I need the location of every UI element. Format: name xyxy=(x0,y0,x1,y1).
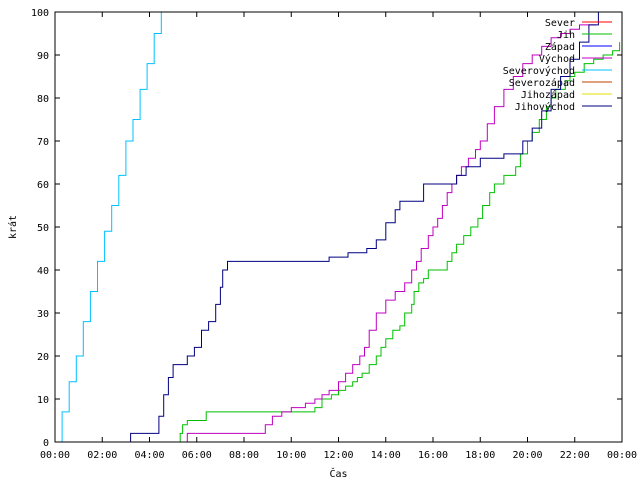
legend: SeverJihZápadVýchodSeverovýchodSeverozáp… xyxy=(503,18,612,113)
y-tick-label: 10 xyxy=(37,395,49,406)
y-tick-label: 40 xyxy=(37,266,49,277)
y-tick-label: 50 xyxy=(37,223,49,234)
x-tick-label: 00:00 xyxy=(40,450,70,461)
legend-label: Severozápad xyxy=(509,77,575,89)
y-tick-label: 0 xyxy=(43,438,49,449)
x-tick-label: 16:00 xyxy=(418,450,448,461)
legend-label: Východ xyxy=(539,53,575,65)
legend-label: Západ xyxy=(545,41,575,53)
x-tick-label: 00:00 xyxy=(607,450,637,461)
series-line-4 xyxy=(55,12,162,442)
y-tick-label: 100 xyxy=(31,8,49,19)
legend-label: Jihovýchod xyxy=(515,101,575,113)
y-tick-label: 20 xyxy=(37,352,49,363)
x-tick-label: 18:00 xyxy=(465,450,495,461)
x-tick-label: 12:00 xyxy=(323,450,353,461)
y-axis-label: krát xyxy=(7,215,19,239)
series-line-1 xyxy=(55,42,621,442)
series-line-7 xyxy=(55,12,599,442)
x-tick-label: 04:00 xyxy=(134,450,164,461)
y-tick-label: 70 xyxy=(37,137,49,148)
legend-label: Severovýchod xyxy=(503,65,575,77)
y-tick-label: 90 xyxy=(37,51,49,62)
x-axis-label: Čas xyxy=(329,467,347,480)
x-tick-label: 02:00 xyxy=(87,450,117,461)
x-axis-ticks: 00:00 02:00 04:00 06:00 08:00 10:00 12:00 14:00… xyxy=(40,12,637,461)
x-tick-label: 08:00 xyxy=(229,450,259,461)
y-axis-ticks: 0 10 20 30 40 50 60 70 80 90 100 xyxy=(31,8,622,449)
x-tick-label: 14:00 xyxy=(371,450,401,461)
x-tick-label: 10:00 xyxy=(276,450,306,461)
x-tick-label: 06:00 xyxy=(182,450,212,461)
y-tick-label: 30 xyxy=(37,309,49,320)
legend-label: Jih xyxy=(557,30,575,41)
x-tick-label: 20:00 xyxy=(512,450,542,461)
legend-label: Jihozápad xyxy=(521,89,575,101)
y-tick-label: 80 xyxy=(37,94,49,105)
x-tick-label: 22:00 xyxy=(560,450,590,461)
legend-label: Sever xyxy=(545,18,575,29)
series-line-3 xyxy=(55,24,596,442)
plot-lines xyxy=(55,12,621,442)
y-tick-label: 60 xyxy=(37,180,49,191)
